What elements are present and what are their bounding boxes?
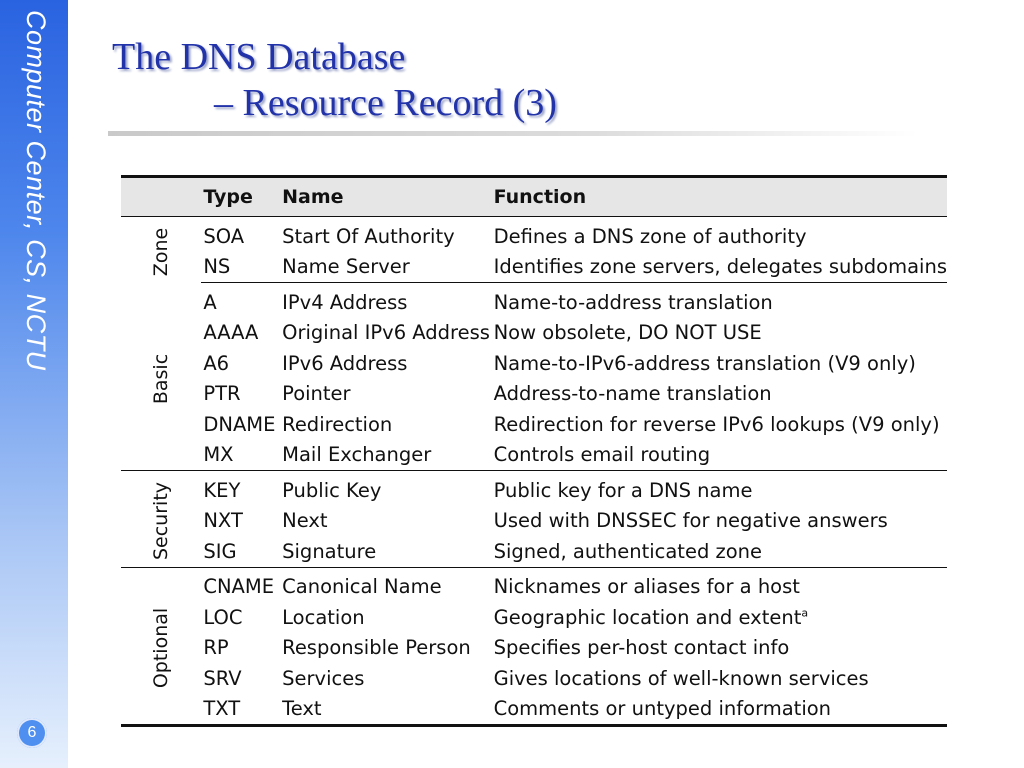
cell-type: DNAME (203, 412, 276, 436)
table-row: TXT Text Comments or untyped information (121, 693, 947, 727)
group-cell-basic: Basic (121, 282, 202, 471)
slide-title: The DNS Database – Resource Record (3) (112, 34, 557, 126)
title-line-1: The DNS Database (112, 36, 406, 78)
table-row: LOC Location Geographic location and ext… (121, 602, 947, 633)
cell-name: Canonical Name (282, 575, 442, 599)
footnote-marker: a (801, 606, 809, 620)
table-row: NXT Next Used with DNSSEC for negative a… (121, 506, 947, 537)
table-row: SIG Signature Signed, authenticated zone (121, 536, 947, 568)
cell-type: AAAA (203, 321, 259, 345)
cell-function: Geographic location and extenta (494, 602, 947, 633)
cell-name: Next (282, 509, 328, 533)
cell-function: Gives locations of well-known services (493, 666, 869, 690)
cell-type: CNAME (203, 575, 275, 599)
cell-type: KEY (203, 478, 241, 502)
cell-function: Name-to-address translation (493, 290, 773, 314)
cell-function: Defines a DNS zone of authority (493, 224, 807, 248)
cell-name: Text (282, 693, 494, 727)
cell-name: IPv4 Address (282, 290, 408, 314)
group-label-optional: Optional (150, 608, 173, 689)
cell-type: NS (201, 251, 283, 283)
cell-type: SOA (203, 224, 245, 248)
table-row: AAAA Original IPv6 Address Now obsolete,… (121, 318, 947, 349)
group-label-security: Security (150, 482, 173, 561)
cell-name: Redirection (282, 412, 393, 436)
group-label-zone: Zone (150, 228, 173, 277)
cell-function: Nicknames or aliases for a host (493, 575, 800, 599)
cell-function: Identifies zone servers, delegates subdo… (493, 251, 947, 283)
cell-name: Responsible Person (282, 636, 471, 660)
cell-function: Name-to-IPv6-address translation (V9 onl… (493, 351, 916, 375)
cell-name: Public Key (282, 478, 382, 502)
cell-function: Specifies per-host contact info (493, 636, 790, 660)
cell-type: MX (201, 439, 283, 471)
cell-type: LOC (203, 605, 243, 629)
group-label-basic: Basic (150, 353, 173, 404)
cell-name: Mail Exchanger (282, 439, 494, 471)
header-name: Name (282, 175, 494, 217)
resource-record-table-wrapper: Type Name Function Zone SOA Start Of Aut… (121, 175, 947, 727)
header-type: Type (201, 175, 283, 217)
cell-function: Used with DNSSEC for negative answers (493, 509, 888, 533)
table-header-row: Type Name Function (121, 175, 947, 217)
cell-type: SIG (201, 536, 283, 568)
cell-type: PTR (203, 382, 241, 406)
cell-function: Comments or untyped information (493, 693, 947, 727)
group-cell-security: Security (121, 470, 202, 568)
table-row: NS Name Server Identifies zone servers, … (121, 251, 947, 283)
table-row: DNAME Redirection Redirection for revers… (121, 409, 947, 440)
table-row: PTR Pointer Address-to-name translation (121, 379, 947, 410)
cell-name: Services (282, 666, 365, 690)
cell-function: Public key for a DNS name (493, 478, 753, 502)
cell-type: A6 (203, 351, 230, 375)
cell-name: Pointer (282, 382, 351, 406)
table-row: SRV Services Gives locations of well-kno… (121, 663, 947, 694)
cell-type: NXT (203, 509, 243, 533)
cell-function: Address-to-name translation (493, 382, 772, 406)
table-row: MX Mail Exchanger Controls email routing (121, 439, 947, 471)
group-cell-zone: Zone (121, 217, 201, 283)
cell-function: Redirection for reverse IPv6 lookups (V9… (493, 412, 940, 436)
cell-type: RP (203, 636, 229, 660)
function-text: Geographic location and extent (493, 605, 802, 629)
cell-name: Location (282, 605, 365, 629)
table-row: Security KEY Public Key Public key for a… (121, 470, 947, 568)
header-group (121, 175, 202, 217)
cell-function: Now obsolete, DO NOT USE (493, 321, 762, 345)
sidebar-label: Computer Center, CS, NCTU (21, 10, 51, 371)
sidebar: Computer Center, CS, NCTU 6 (0, 0, 68, 768)
cell-name: Start Of Authority (282, 224, 455, 248)
group-cell-optional: Optional (121, 567, 202, 727)
table-row: Optional CNAME Canonical Name Nicknames … (121, 567, 947, 727)
resource-record-table: Type Name Function Zone SOA Start Of Aut… (121, 175, 947, 727)
title-divider (108, 131, 918, 136)
table-row: A6 IPv6 Address Name-to-IPv6-address tra… (121, 348, 947, 379)
cell-name: Name Server (282, 251, 494, 283)
cell-name: IPv6 Address (282, 351, 408, 375)
cell-type: A (203, 290, 217, 314)
cell-function: Signed, authenticated zone (493, 536, 947, 568)
table-row: Zone SOA Start Of Authority Defines a DN… (121, 217, 947, 277)
table-row: Basic A IPv4 Address Name-to-address tra… (121, 282, 947, 471)
header-function: Function (493, 175, 947, 217)
page-number-badge: 6 (17, 718, 47, 748)
cell-type: SRV (203, 666, 242, 690)
table-row: RP Responsible Person Specifies per-host… (121, 633, 947, 664)
cell-name: Original IPv6 Address (282, 321, 490, 345)
cell-name: Signature (282, 536, 494, 568)
title-line-2: – Resource Record (3) (214, 82, 557, 124)
cell-function: Controls email routing (493, 439, 947, 471)
cell-type: TXT (201, 693, 283, 727)
